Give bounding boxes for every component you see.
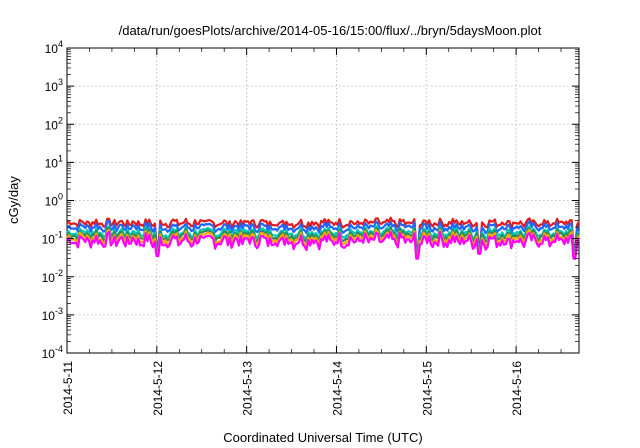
y-tick-label: 10-3 bbox=[42, 306, 63, 323]
y-tick-label: 10-1 bbox=[42, 230, 63, 247]
y-tick-label: 103 bbox=[45, 77, 63, 94]
y-axis-ticks: 10-4 10-3 10-2 10-1 100 101 102 103 104 bbox=[42, 39, 579, 361]
grid bbox=[67, 48, 579, 353]
y-tick-label: 100 bbox=[45, 192, 63, 209]
chart-title: /data/run/goesPlots/archive/2014-05-16/1… bbox=[119, 23, 542, 38]
y-tick-label: 101 bbox=[45, 153, 63, 170]
x-tick-label: 2014-5-14 bbox=[330, 361, 344, 416]
x-axis-label: Coordinated Universal Time (UTC) bbox=[223, 430, 422, 445]
y-axis-label: cGy/day bbox=[6, 176, 21, 224]
y-tick-label: 102 bbox=[45, 115, 63, 132]
x-axis-ticks: 2014-5-11 2014-5-12 2014-5-13 2014-5-14 2014… bbox=[61, 48, 562, 416]
x-tick-label: 2014-5-11 bbox=[61, 361, 75, 415]
x-tick-label: 2014-5-16 bbox=[510, 361, 524, 416]
x-tick-label: 2014-5-12 bbox=[151, 361, 165, 416]
series-line bbox=[66, 219, 580, 252]
series-line bbox=[66, 226, 581, 257]
series-layer bbox=[66, 216, 581, 260]
y-tick-label: 10-4 bbox=[42, 344, 63, 361]
y-tick-label: 10-2 bbox=[42, 268, 63, 285]
series-line bbox=[66, 216, 580, 249]
y-tick-label: 104 bbox=[45, 39, 63, 56]
x-tick-label: 2014-5-13 bbox=[241, 361, 255, 416]
x-tick-label: 2014-5-15 bbox=[420, 361, 434, 416]
series-line bbox=[66, 230, 581, 260]
